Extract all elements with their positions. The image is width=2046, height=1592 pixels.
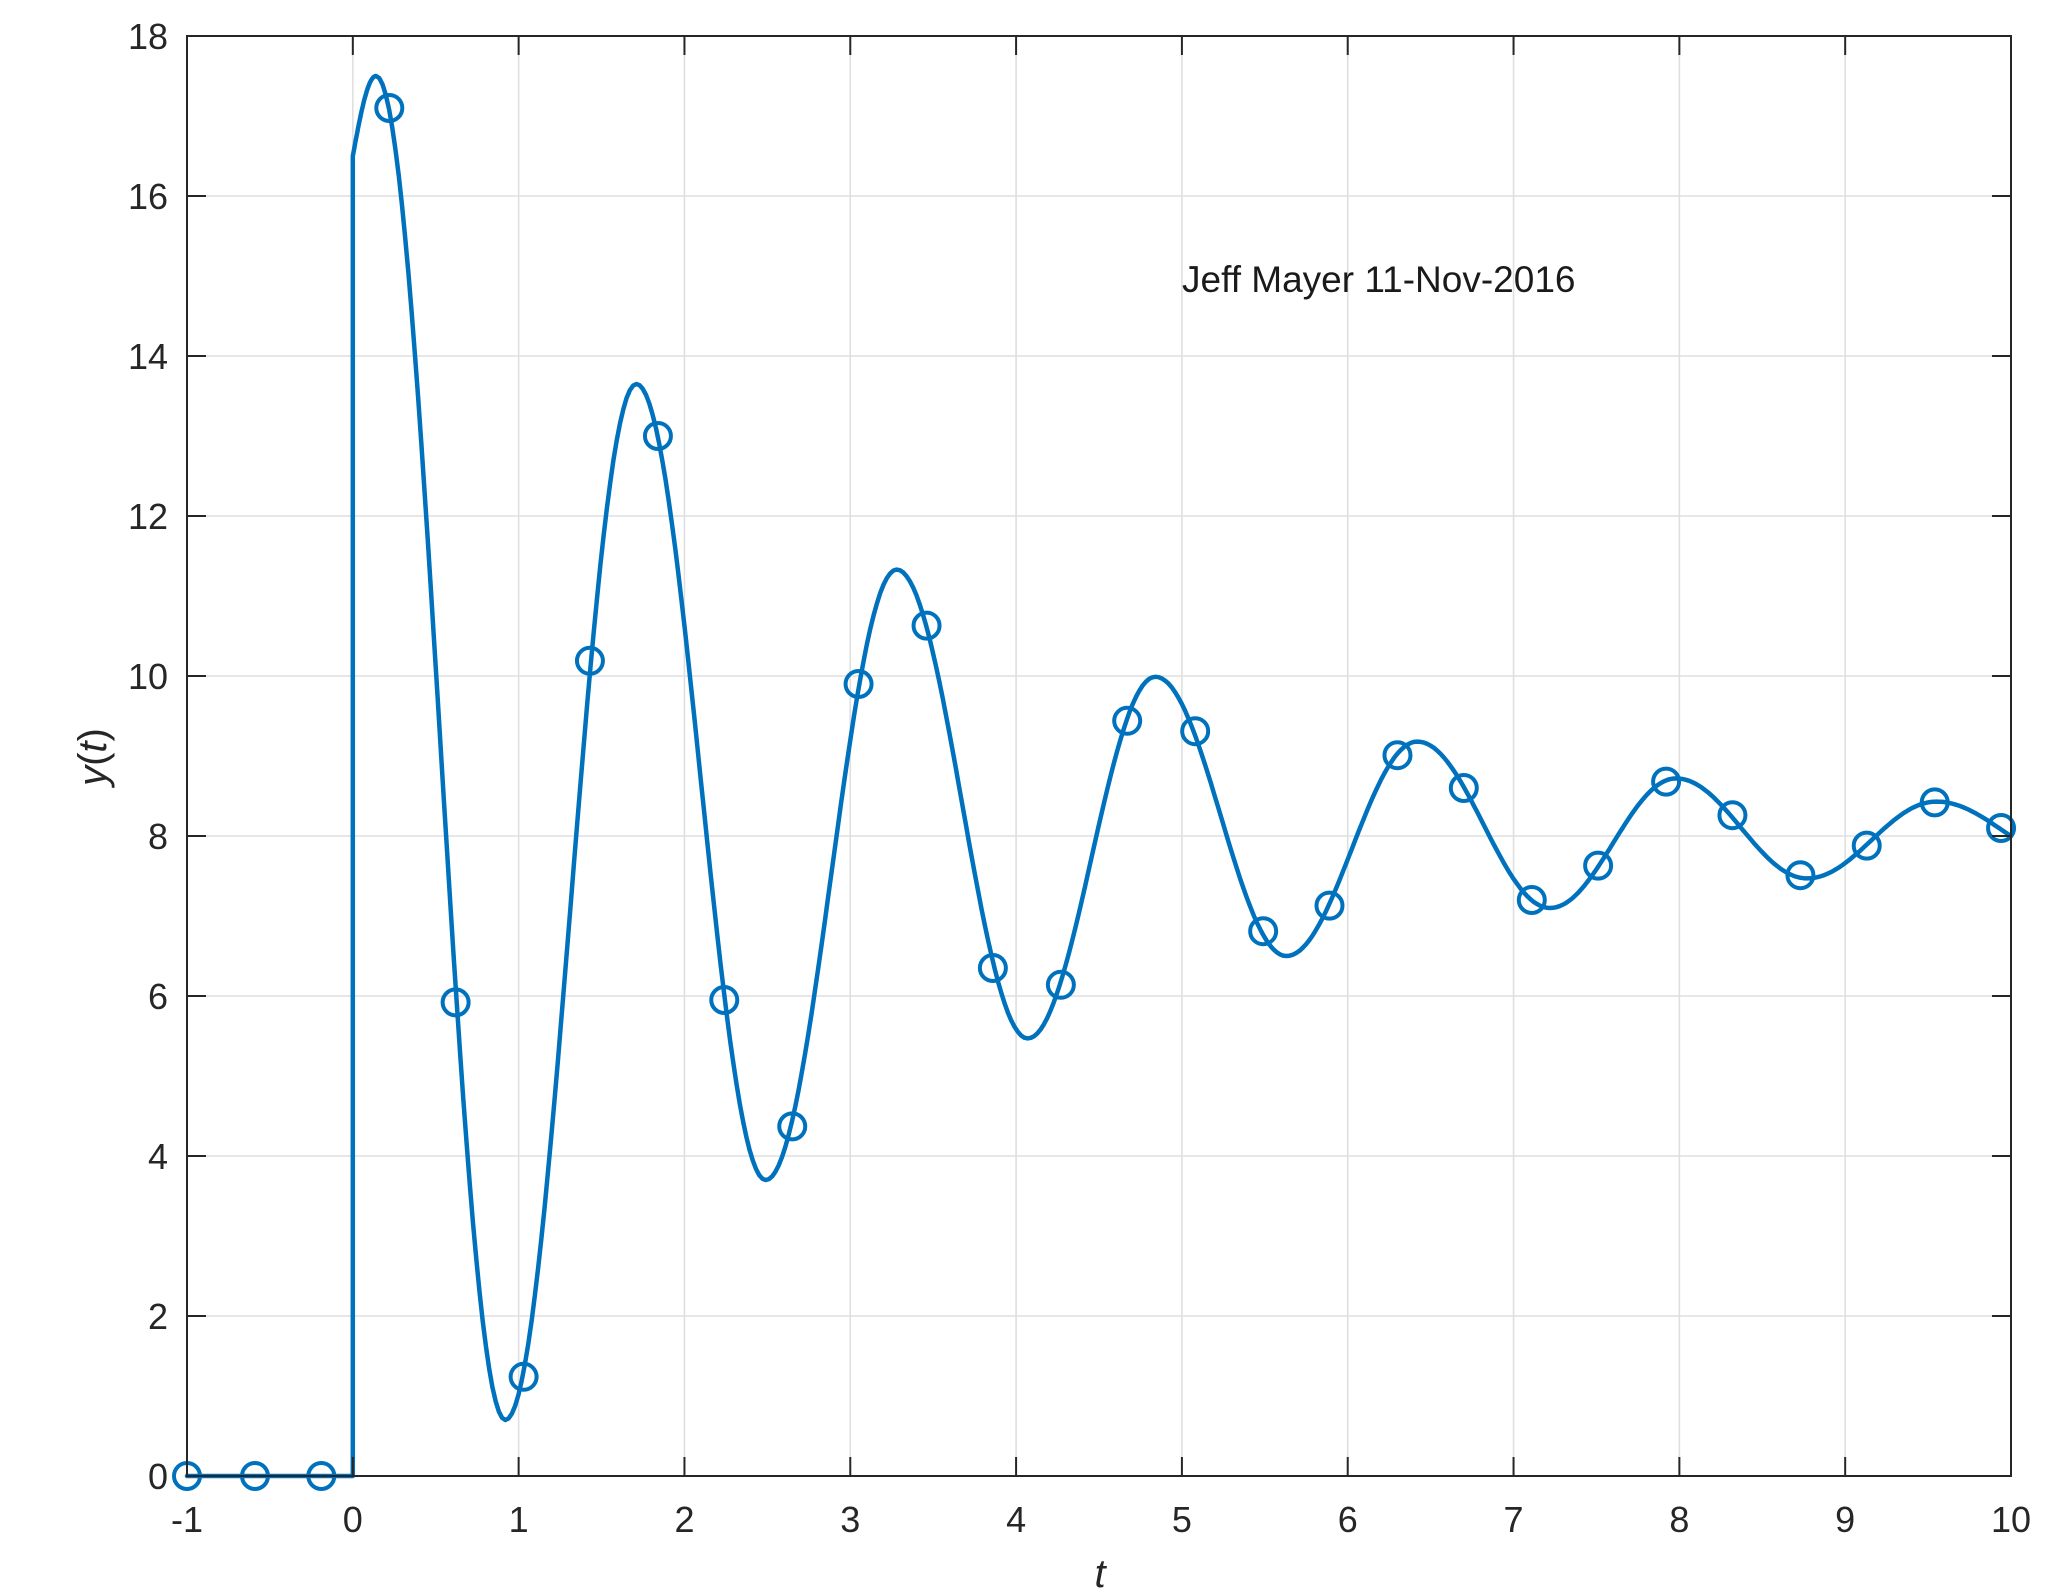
x-tick-label: 4: [1006, 1499, 1026, 1540]
sample-marker: [977, 953, 1008, 983]
sample-marker: [440, 987, 471, 1018]
y-tick-labels: 0 2 4 6 8 10 12 14 16 18: [128, 16, 168, 1497]
y-tick-label: 8: [148, 816, 168, 857]
sample-marker: [911, 610, 942, 641]
x-tick-label: 6: [1338, 1499, 1358, 1540]
series-line: [184, 73, 2014, 1479]
grid-lines: [187, 36, 2011, 1476]
axes-box: [186, 35, 2012, 1477]
series-markers: [172, 93, 2017, 1491]
x-tick-label: 3: [840, 1499, 860, 1540]
x-tick-label: 8: [1669, 1499, 1689, 1540]
sample-marker: [1851, 830, 1882, 861]
sample-marker: [574, 645, 605, 676]
y-tick-label: 6: [148, 976, 168, 1017]
y-tick-label: 10: [128, 656, 168, 697]
sample-marker: [1248, 916, 1279, 947]
annotation-text: Jeff Mayer 11-Nov-2016: [1182, 259, 1576, 300]
sample-marker: [1112, 705, 1143, 736]
x-tick-label: 5: [1172, 1499, 1192, 1540]
x-tick-labels: -1 0 1 2 3 4 5 6 7 8 9 10: [171, 1499, 2031, 1540]
response-curve: [184, 73, 2014, 1479]
sample-marker: [1785, 860, 1816, 891]
sample-marker: [374, 93, 405, 123]
axes-frame: [186, 35, 2012, 1477]
y-tick-label: 14: [128, 336, 168, 377]
sample-marker: [642, 421, 673, 451]
x-tick-label: 7: [1504, 1499, 1524, 1540]
x-tick-label: 0: [343, 1499, 363, 1540]
y-tick-label: 2: [148, 1296, 168, 1337]
y-tick-label: 18: [128, 16, 168, 57]
sample-marker: [1516, 885, 1547, 915]
sample-marker: [1919, 787, 1950, 818]
y-tick-label: 0: [148, 1456, 168, 1497]
sample-marker: [1314, 890, 1345, 921]
sample-marker: [1448, 773, 1479, 803]
sample-marker: [1180, 716, 1211, 747]
sample-marker: [1583, 850, 1614, 881]
sample-marker: [709, 985, 740, 1015]
x-tick-label: -1: [171, 1499, 203, 1540]
y-axis-label: y(t): [71, 728, 115, 789]
sample-marker: [1045, 969, 1076, 1000]
x-tick-label: 10: [1991, 1499, 2031, 1540]
x-tick-label: 1: [509, 1499, 529, 1540]
y-tick-label: 16: [128, 176, 168, 217]
sample-marker: [508, 1361, 539, 1392]
sample-marker: [843, 669, 874, 699]
x-tick-label: 9: [1835, 1499, 1855, 1540]
x-axis-label: t: [1094, 1552, 1107, 1592]
y-tick-label: 12: [128, 496, 168, 537]
sample-marker: [1651, 766, 1682, 797]
sample-marker: [1717, 800, 1748, 831]
sample-marker: [1986, 813, 2017, 843]
sample-marker: [1382, 740, 1413, 771]
y-tick-label: 4: [148, 1136, 168, 1177]
sample-marker: [777, 1111, 808, 1142]
x-tick-label: 2: [674, 1499, 694, 1540]
